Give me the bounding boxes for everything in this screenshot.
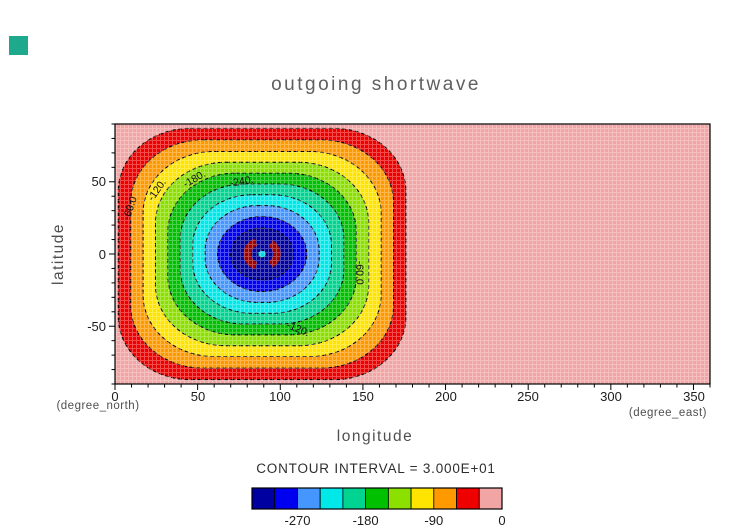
contour-line-label: -240. [229,174,255,190]
colorbar-cell [342,487,367,510]
colorbar-cell [433,487,457,510]
colorbar-cell [456,487,480,510]
x-tick-label: 50 [191,389,205,404]
x-tick-label: 100 [269,389,291,404]
y-axis-unit: (degree_north) [56,400,139,412]
y-tick-label: 0 [99,247,106,262]
x-tick-label: 350 [683,389,705,404]
y-tick-label: -50 [87,319,106,334]
x-tick-label: 250 [517,389,539,404]
colorbar-cell [297,487,321,510]
colorbar-cell [274,487,298,510]
colorbar-cell [251,487,276,510]
colorbar-border [251,487,503,510]
contour-interval-note: CONTOUR INTERVAL = 3.000E+01 [256,461,496,476]
y-tick-label: 50 [92,174,106,189]
x-tick-label: 200 [435,389,457,404]
colorbar-label: -180 [353,513,379,528]
colorbar-cell [365,487,389,510]
colorbar-label: 0 [498,513,505,528]
plot-title: outgoing shortwave [271,74,481,95]
x-tick-label: 150 [352,389,374,404]
colorbar-label: -90 [424,513,443,528]
x-axis-label: longitude [337,428,413,445]
colorbar-label: -270 [284,513,310,528]
corner-swatch [9,36,28,55]
grid-mesh [115,124,710,384]
x-tick-label: 0 [111,389,118,404]
contour-line-label: -60.0 [353,261,365,285]
x-axis-unit: (degree_east) [629,407,707,419]
colorbar-cell [387,487,412,510]
colorbar-cell [478,487,503,510]
figure-text: outgoing shortwave latitude longitude (d… [50,74,707,528]
y-axis-label: latitude [50,223,67,285]
colorbar [251,487,503,510]
colorbar-cell [319,487,344,510]
colorbar-cell [410,487,435,510]
axes [109,123,711,390]
x-tick-label: 300 [600,389,622,404]
